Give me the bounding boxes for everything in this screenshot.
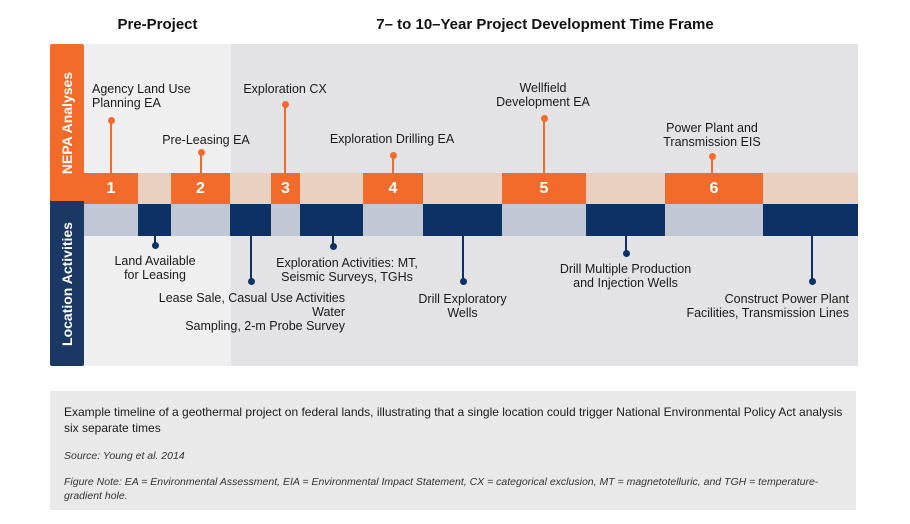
nepa-label-4: Exploration Drilling EA (329, 132, 455, 146)
nepa-connector-2 (200, 153, 202, 173)
caption-box (50, 391, 856, 510)
nepa-label-1: Agency Land Use Planning EA (92, 82, 191, 110)
nepa-connector-3 (284, 105, 286, 173)
location-dot-2 (247, 278, 255, 285)
location-dot-4 (459, 278, 467, 285)
nepa-box-6: 6 (665, 173, 763, 204)
location-label-2: Lease Sale, Casual Use Activities Water … (158, 291, 345, 333)
caption-text: Example timeline of a geothermal project… (64, 405, 843, 435)
location-box-1 (138, 204, 171, 236)
location-label-3: Exploration Activities: MT, Seismic Surv… (276, 256, 418, 284)
location-dot-1 (151, 242, 159, 249)
location-box-3 (300, 204, 363, 236)
nepa-box-2: 2 (171, 173, 230, 204)
pre-project-header: Pre-Project (117, 16, 198, 33)
location-connector-1 (154, 236, 156, 245)
location-dot-6 (808, 278, 816, 285)
location-connector-3 (332, 236, 334, 246)
nepa-dot-1 (107, 117, 115, 124)
location-connector-5 (625, 236, 627, 253)
location-label-4: Drill Exploratory Wells (418, 292, 507, 320)
timeframe-header: 7– to 10–Year Project Development Time F… (376, 16, 714, 33)
location-connector-4 (462, 236, 464, 280)
location-side-label: Location Activities (59, 221, 76, 346)
nepa-dot-6 (708, 153, 716, 160)
location-label-1: Land Available for Leasing (114, 254, 196, 282)
nepa-dot-3 (281, 101, 289, 108)
location-dot-5 (622, 250, 630, 257)
nepa-label-6: Power Plant and Transmission EIS (663, 121, 761, 149)
nepa-box-4: 4 (363, 173, 423, 204)
location-side-panel: Location Activities (50, 201, 84, 366)
caption-source: Source: Young et al. 2014 (64, 450, 185, 462)
nepa-side-panel: NEPA Analyses (50, 44, 84, 201)
location-box-4 (423, 204, 502, 236)
nepa-label-5: Wellfield Development EA (496, 81, 590, 109)
nepa-label-3: Exploration CX (243, 82, 327, 96)
location-box-6 (763, 204, 858, 236)
location-label-6: Construct Power Plant Facilities, Transm… (686, 292, 849, 320)
nepa-connector-4 (392, 156, 394, 173)
location-label-5: Drill Multiple Production and Injection … (559, 262, 692, 290)
nepa-box-1: 1 (84, 173, 138, 204)
location-dot-3 (329, 243, 337, 250)
nepa-box-3: 3 (271, 173, 300, 204)
nepa-label-2: Pre-Leasing EA (162, 133, 250, 147)
nepa-box-5: 5 (502, 173, 586, 204)
nepa-dot-5 (540, 115, 548, 122)
nepa-side-label: NEPA Analyses (59, 71, 76, 174)
location-box-5 (586, 204, 665, 236)
location-connector-6 (811, 236, 813, 280)
nepa-dot-4 (389, 152, 397, 159)
nepa-connector-6 (711, 157, 713, 173)
nepa-connector-1 (110, 121, 112, 173)
location-box-2 (230, 204, 271, 236)
location-connector-2 (250, 236, 252, 280)
nepa-connector-5 (543, 119, 545, 173)
nepa-dot-2 (197, 149, 205, 156)
caption-figure-note: Figure Note: EA = Environmental Assessme… (64, 476, 819, 502)
